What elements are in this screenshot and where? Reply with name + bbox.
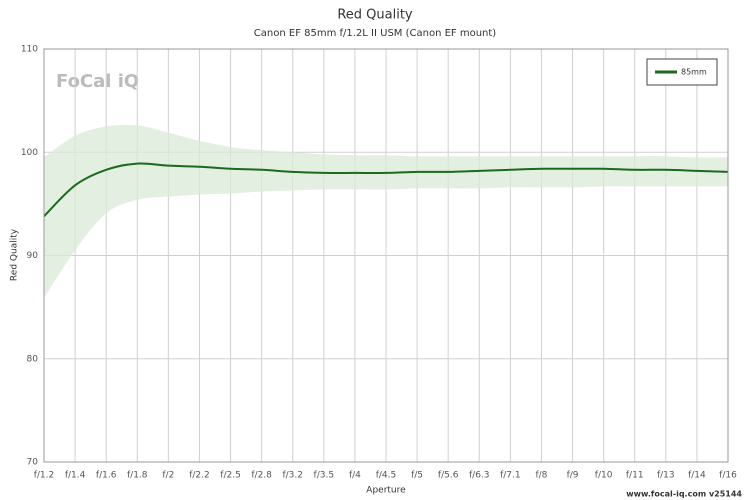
x-tick-label: f/8 (535, 471, 547, 481)
chart-subtitle: Canon EF 85mm f/1.2L II USM (Canon EF mo… (254, 28, 497, 39)
x-tick-label: f/10 (595, 471, 613, 481)
y-tick-label: 100 (21, 148, 38, 158)
x-tick-label: f/13 (657, 471, 675, 481)
x-tick-label: f/14 (688, 471, 706, 481)
y-tick-label: 90 (27, 251, 39, 261)
x-tick-label: f/5 (411, 471, 423, 481)
x-tick-label: f/1.8 (127, 471, 148, 481)
x-tick-label: f/16 (719, 471, 737, 481)
x-tick-label: f/4.5 (376, 471, 397, 481)
y-tick-label: 70 (27, 458, 39, 468)
y-tick-label: 80 (27, 354, 39, 364)
x-tick-label: f/9 (567, 471, 579, 481)
x-tick-label: f/1.2 (34, 471, 55, 481)
plot-border (43, 48, 729, 463)
x-tick-label: f/11 (626, 471, 644, 481)
x-tick-label: f/6.3 (469, 471, 490, 481)
x-tick-label: f/2.5 (220, 471, 241, 481)
x-tick-label: f/2 (162, 471, 174, 481)
logo: FoCal iQ (56, 71, 139, 92)
legend-label: 85mm (681, 68, 707, 77)
y-tick-label: 110 (21, 45, 38, 55)
x-tick-label: f/4 (349, 471, 361, 481)
x-axis-label: Aperture (366, 486, 406, 496)
x-tick-label: f/1.4 (65, 471, 86, 481)
x-tick-label: f/3.2 (282, 471, 303, 481)
series-line (43, 162, 729, 217)
footer: www.focal-iq.com v25144 (626, 490, 742, 499)
x-tick-label: f/1.6 (96, 471, 117, 481)
x-tick-label: f/7.1 (500, 471, 521, 481)
x-tick-label: f/3.5 (314, 471, 335, 481)
y-axis-label: Red Quality (10, 228, 20, 281)
x-tick-label: f/2.8 (251, 471, 272, 481)
chart-title: Red Quality (337, 8, 413, 23)
x-tick-label: f/5.6 (438, 471, 459, 481)
x-tick-label: f/2.2 (189, 471, 210, 481)
